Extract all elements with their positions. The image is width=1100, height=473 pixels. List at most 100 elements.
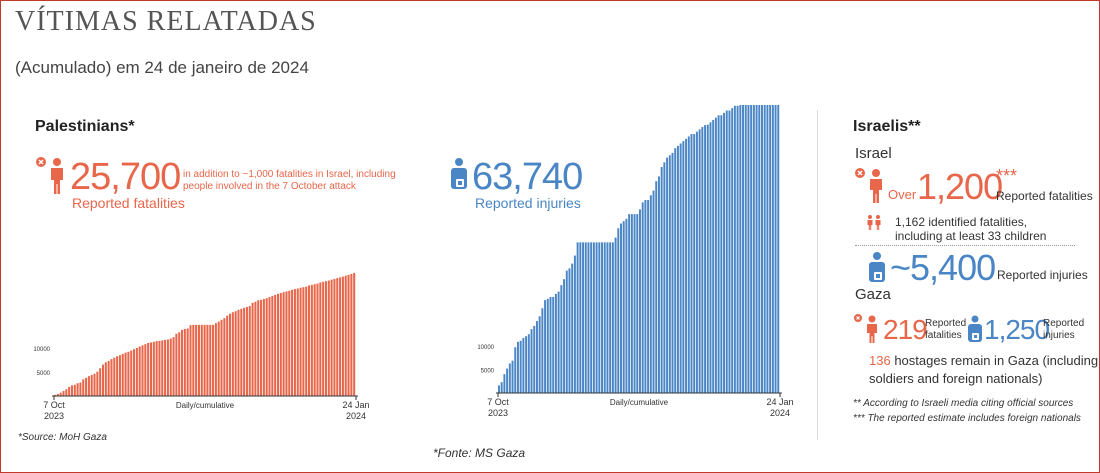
chart-bar: [189, 325, 192, 396]
chart-bar: [516, 341, 519, 393]
chart-bar: [124, 352, 127, 396]
x-end-label: 24 Jan: [342, 400, 369, 410]
chart-bar: [687, 136, 690, 393]
chart-bar: [657, 176, 660, 393]
chart-bar: [587, 242, 590, 393]
chart-bar: [62, 390, 65, 396]
x-end-year: 2024: [346, 411, 366, 421]
chart-bar: [279, 292, 282, 396]
chart-bar: [747, 105, 750, 394]
chart-bar: [565, 270, 568, 393]
chart-bar: [712, 119, 715, 393]
chart-bar: [302, 287, 305, 396]
chart-bar: [538, 316, 541, 393]
chart-bar: [546, 298, 549, 393]
chart-bar: [609, 242, 612, 393]
fatalities-note-line2: people involved in the 7 October attack: [183, 181, 356, 192]
chart-bar: [579, 242, 582, 393]
chart-bar: [606, 242, 609, 393]
chart-bar: [234, 311, 237, 396]
palestinian-injuries-label: Reported injuries: [475, 195, 581, 211]
chart-bar: [76, 383, 79, 396]
chart-bar: [118, 355, 121, 396]
chart-bar: [506, 368, 509, 393]
identified-line2: including at least 33 children: [895, 229, 1047, 243]
chart-bar: [676, 145, 679, 393]
chart-bar: [288, 290, 291, 396]
chart-bar: [590, 242, 593, 393]
chart-bar: [305, 286, 308, 396]
chart-bar: [217, 321, 220, 396]
chart-bar: [251, 302, 254, 396]
chart-bar: [127, 351, 130, 396]
x-start-year: 2023: [488, 408, 508, 418]
chart-bar: [641, 202, 644, 393]
gaza-injuries-label-line2: injuries: [1043, 330, 1075, 341]
chart-bar: [739, 105, 742, 393]
chart-bar: [777, 105, 780, 394]
hostages-line2: soldiers and foreign nationals): [869, 371, 1043, 386]
x-axis-label: Daily/cumulative: [176, 401, 235, 410]
chart-bar: [96, 371, 99, 396]
chart-bar: [625, 218, 628, 393]
chart-bar: [557, 291, 560, 393]
chart-bar: [350, 273, 353, 396]
chart-bar: [774, 105, 777, 393]
chart-bar: [149, 342, 152, 396]
chart-bar: [744, 105, 747, 393]
chart-bar: [549, 296, 552, 393]
chart-bar: [655, 181, 658, 393]
chart-bar: [155, 341, 158, 396]
chart-bar: [671, 152, 674, 393]
chart-bar: [571, 263, 574, 393]
chart-bar: [113, 357, 116, 396]
hostages-number: 136: [869, 353, 891, 368]
chart-bar: [522, 337, 525, 393]
chart-bar: [59, 392, 62, 396]
chart-bar: [620, 223, 622, 393]
identified-line1: 1,162 identified fatalities,: [895, 215, 1028, 229]
chart-bar: [79, 382, 82, 396]
chart-bar: [733, 105, 736, 393]
chart-bar: [333, 278, 336, 396]
fatalities-asterisks: ***: [996, 166, 1018, 186]
x-end-year: 2024: [770, 408, 790, 418]
chart-bar: [695, 131, 698, 393]
chart-bar: [209, 324, 212, 396]
chart-bar: [771, 105, 774, 393]
chart-bar: [500, 382, 503, 393]
chart-bar: [254, 301, 257, 396]
chart-bar: [336, 278, 339, 396]
chart-bar: [206, 324, 209, 396]
fatalities-note-line1: in addition to ~1,000 fatalities in Isra…: [183, 169, 396, 180]
chart-bar: [576, 242, 579, 393]
chart-bar: [554, 293, 557, 393]
chart-bar: [563, 279, 566, 393]
chart-bar: [268, 296, 271, 396]
chart-bar: [685, 138, 688, 393]
x-start-year: 2023: [44, 411, 64, 421]
israelis-heading: Israelis**: [853, 118, 921, 135]
chart-bar: [636, 214, 639, 393]
chart-bar: [706, 124, 709, 393]
chart-bar: [633, 214, 636, 393]
chart-bar: [116, 356, 119, 396]
chart-bar: [121, 353, 124, 396]
chart-bar: [87, 376, 90, 396]
chart-bar: [141, 345, 144, 396]
chart-bar: [649, 195, 652, 393]
chart-bar: [674, 148, 677, 393]
chart-bar: [752, 105, 755, 394]
chart-bar: [276, 293, 279, 396]
chart-bar: [769, 105, 772, 393]
chart-bar: [245, 306, 248, 396]
chart-bar: [101, 364, 105, 396]
chart-bar: [614, 237, 617, 393]
chart-bar: [175, 333, 178, 396]
gaza-fatalities-value: 219: [883, 314, 928, 345]
chart-bar: [226, 315, 229, 396]
chart-bar: [282, 292, 285, 396]
chart-bar: [723, 112, 726, 393]
chart-bar: [736, 105, 739, 393]
